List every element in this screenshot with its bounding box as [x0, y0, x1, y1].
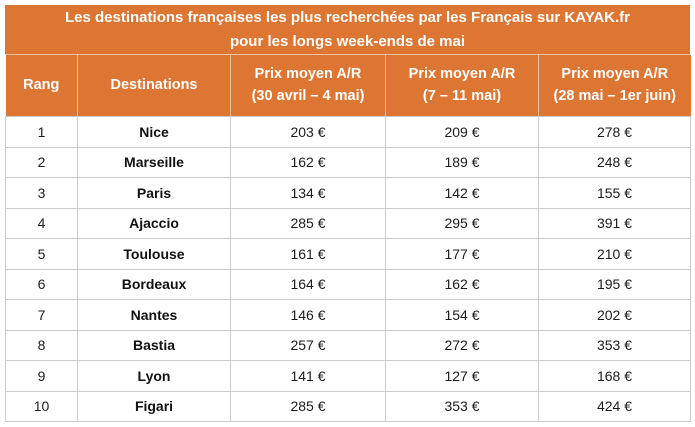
cell-price-period2: 209 €: [385, 116, 539, 148]
header-row: Rang Destinations Prix moyen A/R (30 avr…: [5, 55, 691, 117]
cell-price-period1: 285 €: [230, 390, 386, 422]
table-row: 7 Nantes 146 € 154 € 202 €: [5, 299, 691, 331]
cell-price-period2: 162 €: [385, 268, 539, 300]
header-destinations-label: Destinations: [110, 76, 198, 93]
table-row: 2 Marseille 162 € 189 € 248 €: [5, 146, 691, 178]
cell-destination: Figari: [77, 390, 231, 422]
header-price1-label: Prix moyen A/R: [254, 66, 362, 83]
cell-destination: Bastia: [77, 329, 231, 361]
header-price1-range: (30 avril – 4 mai): [251, 87, 365, 104]
cell-price-period3: 424 €: [538, 390, 691, 422]
header-destinations: Destinations: [77, 55, 231, 117]
cell-destination: Paris: [77, 177, 231, 209]
table-row: 3 Paris 134 € 142 € 155 €: [5, 177, 691, 209]
cell-price-period2: 142 €: [385, 177, 539, 209]
cell-price-period1: 203 €: [230, 116, 386, 148]
cell-destination: Ajaccio: [77, 207, 231, 239]
cell-destination: Marseille: [77, 146, 231, 178]
header-price-period3: Prix moyen A/R (28 mai – 1er juin): [538, 55, 691, 117]
header-price2-range: (7 – 11 mai): [422, 87, 502, 104]
table-row: 5 Toulouse 161 € 177 € 210 €: [5, 238, 691, 270]
cell-destination: Toulouse: [77, 238, 231, 270]
table-title: Les destinations françaises les plus rec…: [5, 5, 690, 55]
cell-rang: 3: [5, 177, 78, 209]
header-rang-label: Rang: [23, 76, 60, 93]
cell-price-period1: 161 €: [230, 238, 386, 270]
cell-price-period3: 278 €: [538, 116, 691, 148]
header-price3-label: Prix moyen A/R: [561, 66, 669, 83]
cell-price-period2: 127 €: [385, 360, 539, 392]
header-price-period2: Prix moyen A/R (7 – 11 mai): [385, 55, 539, 117]
cell-price-period1: 141 €: [230, 360, 386, 392]
cell-price-period1: 134 €: [230, 177, 386, 209]
cell-price-period3: 155 €: [538, 177, 691, 209]
cell-destination: Bordeaux: [77, 268, 231, 300]
table-row: 1 Nice 203 € 209 € 278 €: [5, 116, 691, 148]
table-row: 4 Ajaccio 285 € 295 € 391 €: [5, 207, 691, 239]
table-row: 10 Figari 285 € 353 € 424 €: [5, 390, 691, 422]
cell-destination: Nice: [77, 116, 231, 148]
cell-rang: 9: [5, 360, 78, 392]
cell-price-period3: 391 €: [538, 207, 691, 239]
header-price3-range: (28 mai – 1er juin): [553, 87, 677, 104]
table-row: 8 Bastia 257 € 272 € 353 €: [5, 329, 691, 361]
cell-price-period2: 177 €: [385, 238, 539, 270]
cell-price-period3: 248 €: [538, 146, 691, 178]
cell-rang: 7: [5, 299, 78, 331]
header-price-period1: Prix moyen A/R (30 avril – 4 mai): [230, 55, 386, 117]
cell-rang: 8: [5, 329, 78, 361]
header-rang: Rang: [5, 55, 78, 117]
cell-rang: 1: [5, 116, 78, 148]
cell-rang: 4: [5, 207, 78, 239]
cell-rang: 6: [5, 268, 78, 300]
cell-price-period1: 146 €: [230, 299, 386, 331]
cell-price-period3: 353 €: [538, 329, 691, 361]
destinations-price-table: Les destinations françaises les plus rec…: [5, 5, 691, 422]
cell-price-period1: 162 €: [230, 146, 386, 178]
cell-price-period3: 168 €: [538, 360, 691, 392]
table-row: 9 Lyon 141 € 127 € 168 €: [5, 360, 691, 392]
table-title-line1: Les destinations françaises les plus rec…: [65, 9, 630, 27]
cell-price-period2: 154 €: [385, 299, 539, 331]
cell-price-period3: 195 €: [538, 268, 691, 300]
cell-price-period2: 189 €: [385, 146, 539, 178]
header-price2-label: Prix moyen A/R: [408, 66, 516, 83]
price-table: Rang Destinations Prix moyen A/R (30 avr…: [5, 55, 691, 422]
table-header: Rang Destinations Prix moyen A/R (30 avr…: [5, 55, 691, 117]
cell-price-period2: 353 €: [385, 390, 539, 422]
cell-price-period2: 272 €: [385, 329, 539, 361]
cell-rang: 2: [5, 146, 78, 178]
cell-price-period3: 210 €: [538, 238, 691, 270]
cell-rang: 10: [5, 390, 78, 422]
table-body: 1 Nice 203 € 209 € 278 € 2 Marseille 162…: [5, 116, 691, 422]
cell-price-period1: 257 €: [230, 329, 386, 361]
cell-price-period1: 164 €: [230, 268, 386, 300]
cell-destination: Lyon: [77, 360, 231, 392]
cell-price-period1: 285 €: [230, 207, 386, 239]
cell-price-period3: 202 €: [538, 299, 691, 331]
table-row: 6 Bordeaux 164 € 162 € 195 €: [5, 268, 691, 300]
cell-price-period2: 295 €: [385, 207, 539, 239]
cell-destination: Nantes: [77, 299, 231, 331]
table-title-line2: pour les longs week-ends de mai: [229, 32, 466, 50]
cell-rang: 5: [5, 238, 78, 270]
